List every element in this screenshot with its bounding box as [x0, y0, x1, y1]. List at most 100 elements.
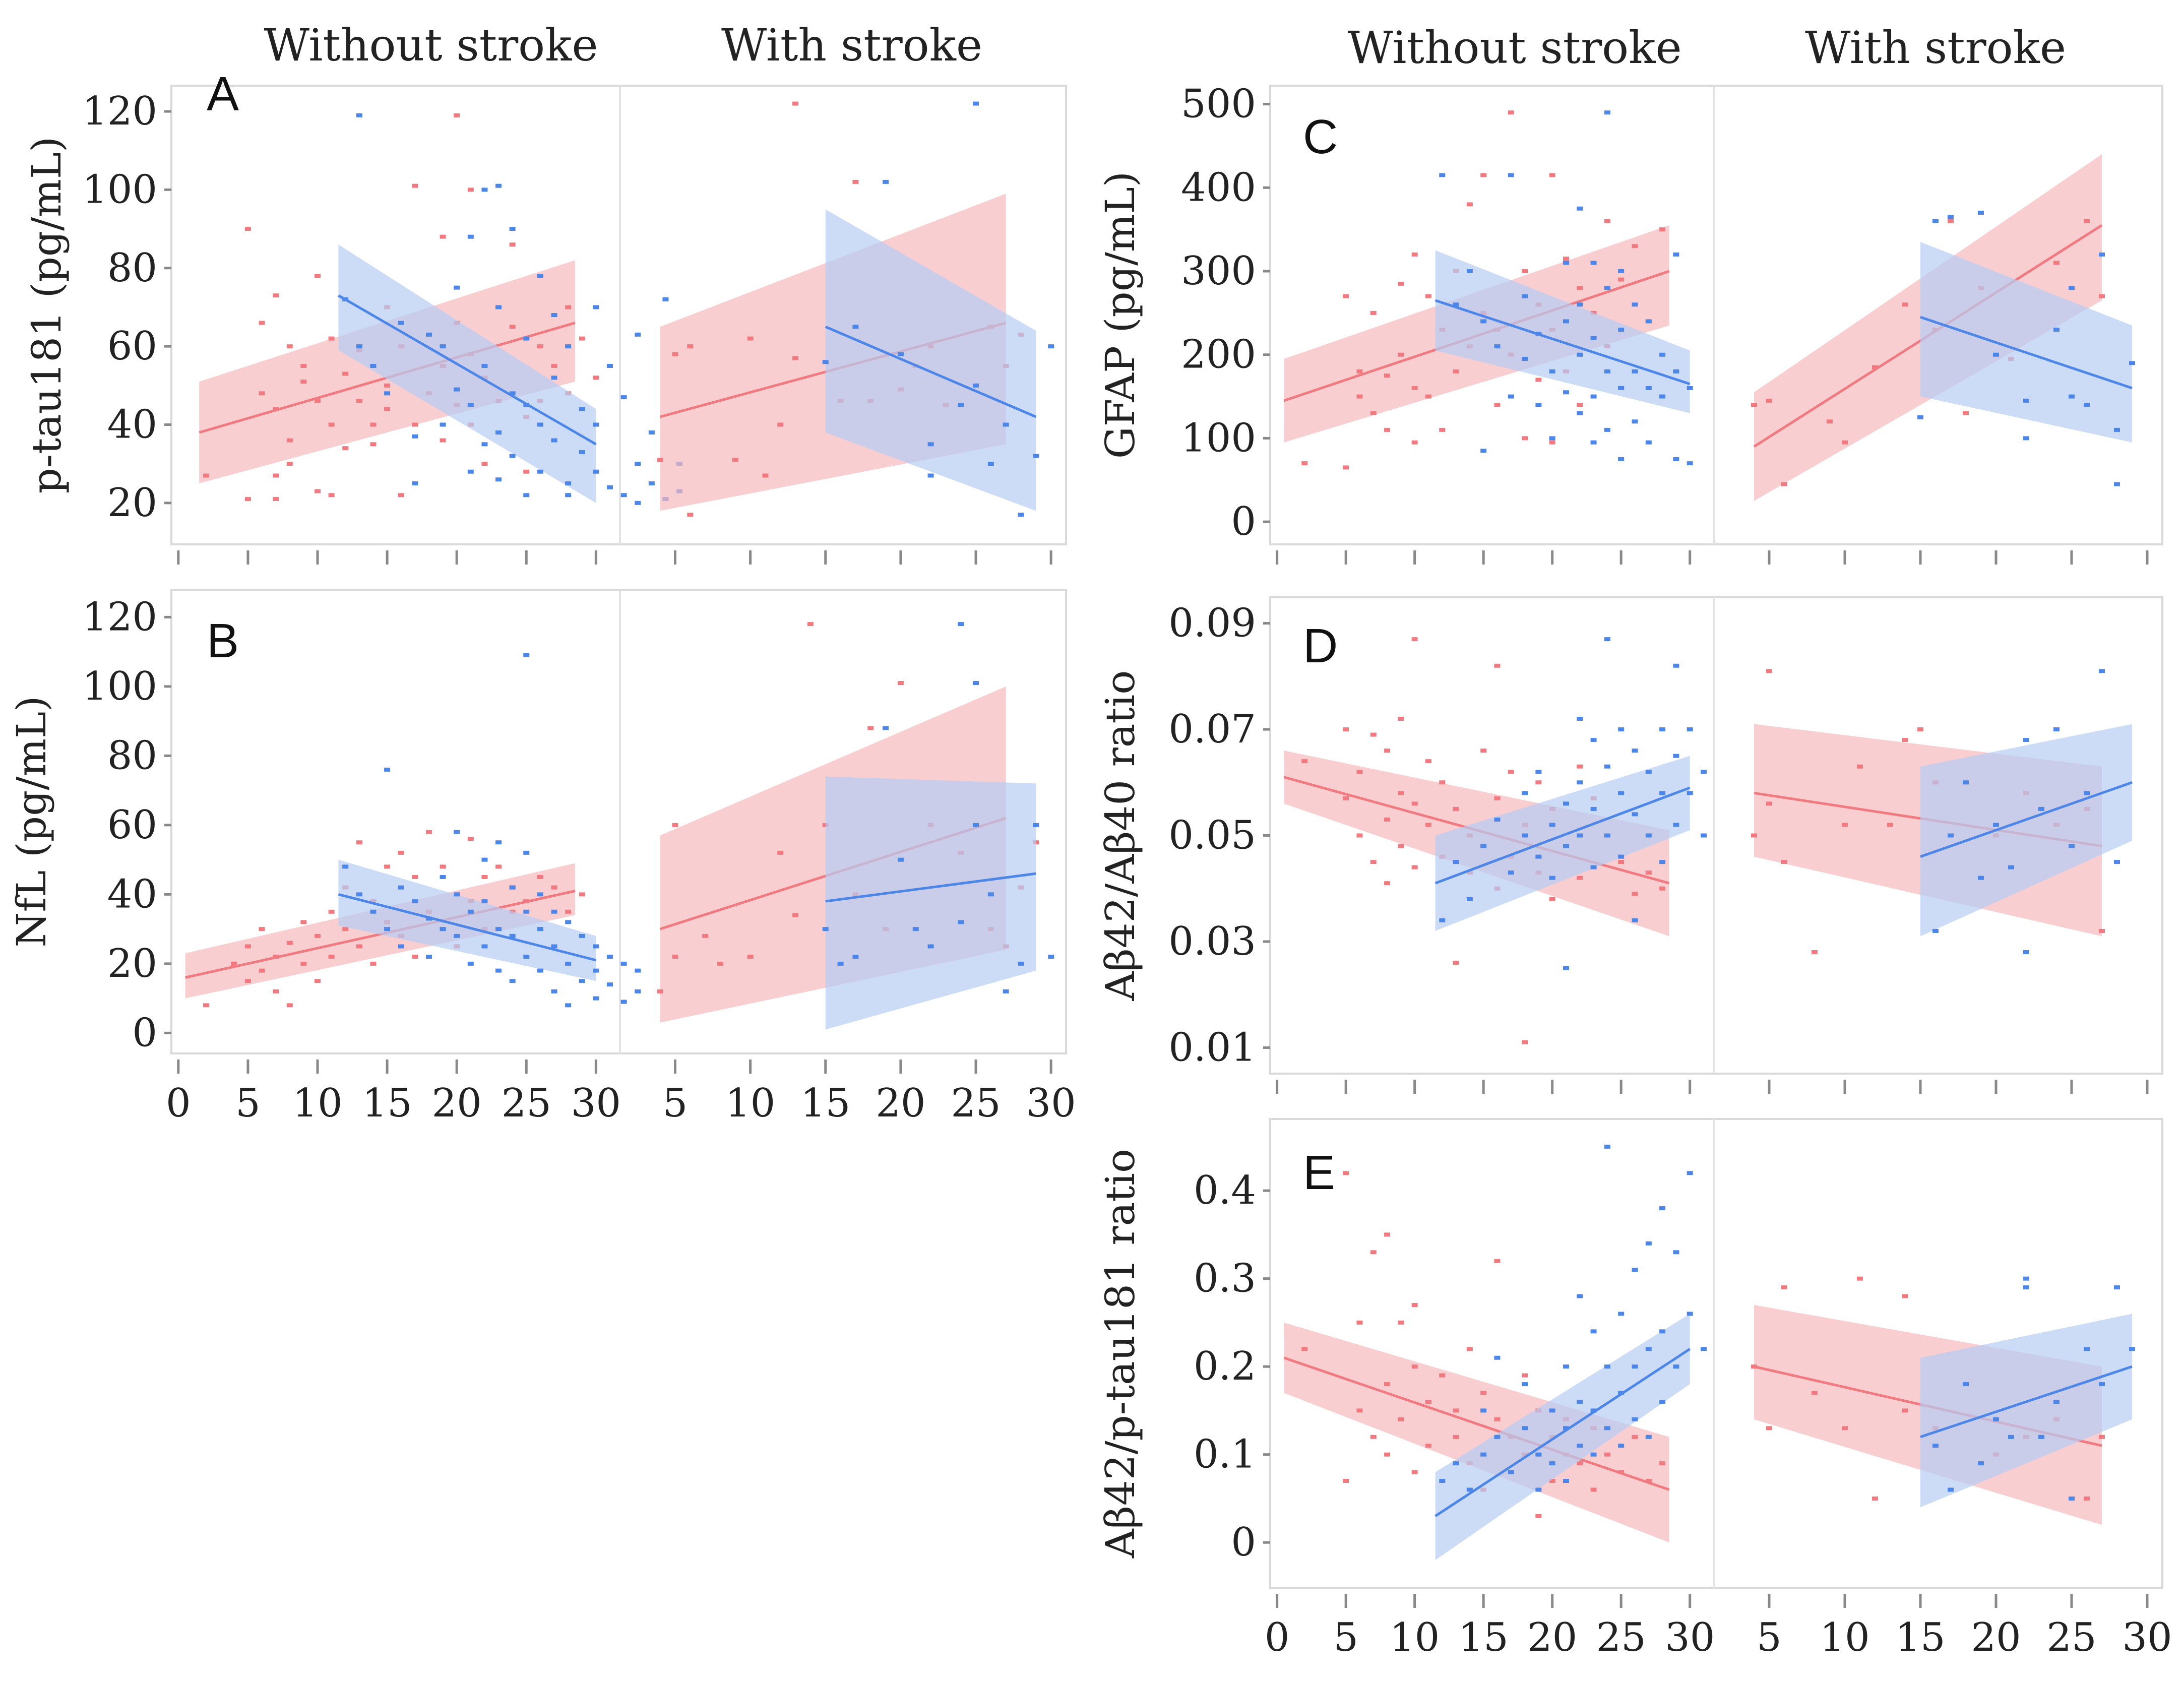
- data-point-red: [300, 363, 307, 368]
- column-title-left-without-stroke: Without stroke: [264, 19, 598, 71]
- data-point-blue: [1480, 1452, 1487, 1457]
- data-point-blue: [1978, 876, 1984, 880]
- fit-line-blue: [1434, 299, 1691, 386]
- data-point-red: [1356, 833, 1363, 838]
- data-point-red: [412, 422, 418, 427]
- data-point-blue: [523, 955, 530, 959]
- data-point-blue: [1687, 791, 1693, 795]
- y-tick-label: 100: [1181, 415, 1256, 461]
- data-point-red: [440, 438, 446, 443]
- data-point-blue: [342, 864, 349, 869]
- data-point-blue: [1033, 823, 1039, 827]
- data-point-blue: [2129, 361, 2135, 365]
- data-point-blue: [565, 481, 572, 486]
- data-point-blue: [1645, 319, 1652, 324]
- data-point-red: [1494, 796, 1501, 800]
- data-point-red: [1425, 759, 1431, 764]
- data-point-red: [315, 933, 321, 938]
- data-point-red: [1766, 398, 1772, 403]
- data-point-blue: [1687, 1312, 1693, 1316]
- data-point-red: [523, 469, 530, 474]
- data-point-blue: [2053, 727, 2060, 732]
- y-axis-title: p-tau181 (pg/mL): [23, 137, 70, 494]
- data-point-red: [792, 101, 799, 106]
- data-point-blue: [1549, 369, 1555, 373]
- y-tick-label: 0.07: [1168, 707, 1256, 752]
- x-tick-label: 30: [1665, 1615, 1715, 1660]
- data-point-blue: [1549, 876, 1555, 880]
- data-point-red: [579, 892, 585, 897]
- data-point-blue: [2114, 1285, 2120, 1290]
- data-point-red: [1398, 281, 1404, 286]
- data-point-blue: [1673, 252, 1679, 257]
- data-point-red: [384, 864, 391, 869]
- data-point-red: [1425, 1444, 1431, 1448]
- data-point-blue: [1563, 966, 1569, 970]
- data-point-blue: [425, 332, 432, 337]
- x-tick-label: 5: [235, 1081, 261, 1126]
- data-point-red: [1857, 1276, 1863, 1281]
- data-point-blue: [1932, 219, 1939, 223]
- plot-frame: [1269, 1118, 2163, 1589]
- data-point-blue: [1590, 336, 1597, 340]
- confidence-band-blue: [1920, 724, 2132, 937]
- data-point-blue: [551, 909, 557, 914]
- data-point-red: [762, 473, 769, 478]
- data-point-blue: [635, 501, 641, 505]
- data-point-red: [1618, 860, 1625, 864]
- data-point-blue: [1590, 806, 1597, 811]
- data-point-red: [481, 462, 488, 466]
- data-point-red: [1902, 738, 1908, 742]
- confidence-band-blue: [1435, 1314, 1690, 1561]
- data-point-blue: [1618, 386, 1625, 390]
- y-tick-label: 400: [1181, 165, 1256, 210]
- confidence-band-blue: [338, 244, 596, 503]
- data-point-blue: [958, 622, 964, 627]
- data-point-blue: [1549, 1408, 1555, 1413]
- data-point-blue: [1508, 1470, 1514, 1474]
- x-tick-label: 5: [663, 1081, 688, 1126]
- data-point-red: [315, 274, 321, 278]
- data-point-blue: [1535, 403, 1542, 407]
- data-point-blue: [2099, 252, 2105, 257]
- data-point-blue: [1604, 1426, 1610, 1430]
- data-point-red: [807, 622, 814, 627]
- data-point-blue: [1577, 716, 1583, 721]
- data-point-blue: [551, 313, 557, 317]
- data-point-blue: [1701, 770, 1707, 774]
- data-point-red: [412, 955, 418, 959]
- data-point-blue: [1453, 860, 1459, 864]
- data-point-blue: [1549, 436, 1555, 441]
- data-point-blue: [1618, 791, 1625, 795]
- data-point-blue: [551, 376, 557, 380]
- data-point-blue: [551, 438, 557, 443]
- data-point-blue: [1439, 173, 1446, 177]
- y-tick-label: 120: [82, 594, 157, 640]
- data-point-red: [328, 336, 335, 341]
- data-point-blue: [1932, 928, 1939, 933]
- y-tick-label: 100: [82, 167, 157, 212]
- data-point-blue: [1948, 1487, 1954, 1492]
- data-point-blue: [440, 875, 446, 879]
- data-point-blue: [635, 462, 641, 466]
- data-point-blue: [398, 885, 404, 890]
- data-point-red: [1384, 427, 1391, 432]
- data-point-blue: [565, 961, 572, 966]
- data-point-blue: [1632, 419, 1638, 424]
- data-point-blue: [1978, 1461, 1984, 1466]
- data-point-red: [286, 462, 293, 466]
- data-point-blue: [648, 481, 655, 486]
- data-point-blue: [481, 442, 488, 447]
- data-point-blue: [593, 968, 599, 973]
- data-point-blue: [1673, 823, 1679, 827]
- data-point-blue: [987, 462, 994, 466]
- data-point-blue: [412, 899, 418, 904]
- data-point-red: [1618, 277, 1625, 282]
- data-point-blue: [1439, 918, 1446, 922]
- x-tick-label: 10: [1820, 1615, 1869, 1660]
- data-point-blue: [509, 391, 516, 396]
- data-point-blue: [1687, 461, 1693, 466]
- data-point-red: [1453, 369, 1459, 373]
- data-point-red: [454, 113, 460, 117]
